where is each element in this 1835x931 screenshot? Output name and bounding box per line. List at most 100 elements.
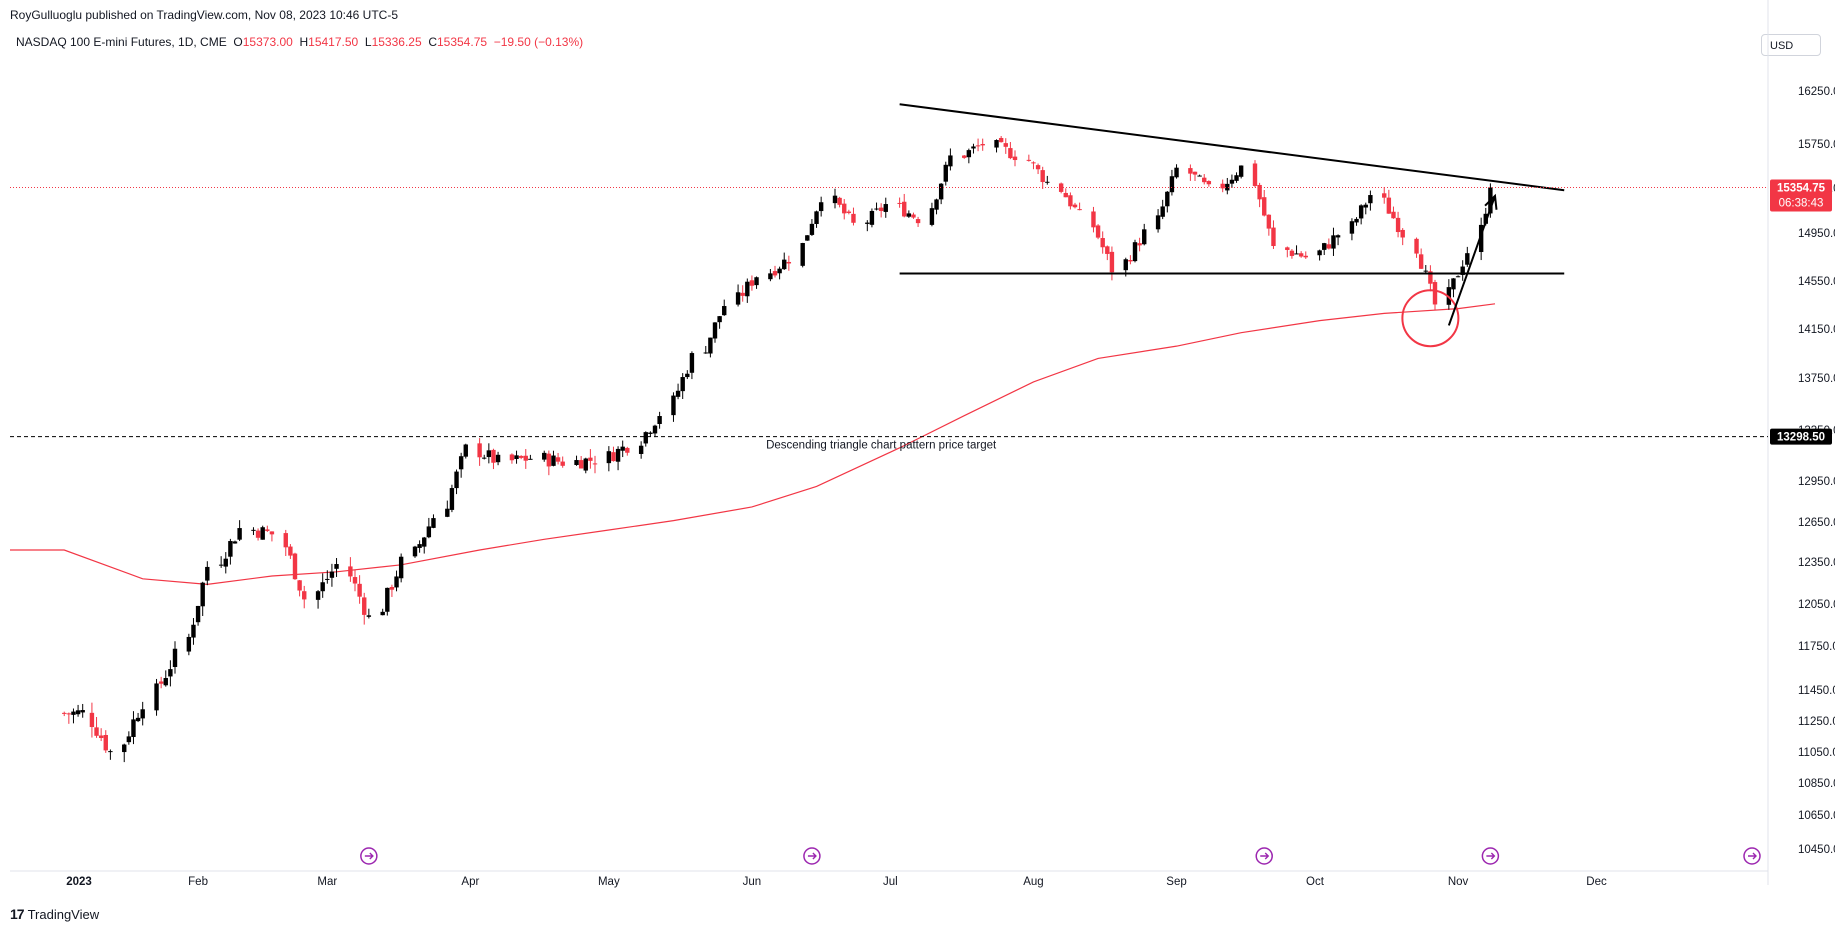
candle-body: [735, 292, 741, 305]
candle-body: [71, 711, 76, 715]
candle-body: [878, 207, 884, 212]
candle-body: [1192, 171, 1198, 175]
candle-body: [611, 452, 616, 462]
x-tick-label: Apr: [461, 876, 479, 888]
candle-body: [1123, 259, 1128, 271]
candle-body: [398, 556, 404, 579]
candle-body: [232, 541, 238, 544]
candle-body: [1174, 167, 1179, 178]
candle-body: [122, 744, 127, 753]
candle-body: [1455, 276, 1461, 278]
candle-body: [814, 211, 819, 224]
candle-body: [1358, 205, 1364, 219]
event-arrow-icon: [364, 852, 374, 860]
candle-body: [366, 615, 372, 617]
candle-body: [1451, 278, 1456, 290]
candle-body: [523, 455, 528, 461]
candle-body: [1137, 243, 1142, 246]
candle-body: [449, 488, 455, 510]
candle-body: [1368, 195, 1373, 204]
candle-body: [846, 211, 852, 213]
candle-body: [722, 306, 727, 316]
candle-body: [542, 452, 547, 460]
candle-body: [126, 736, 132, 743]
candle-body: [745, 281, 750, 297]
candle-body: [1331, 235, 1336, 249]
candle-body: [998, 137, 1004, 143]
currency-selector[interactable]: USD: [1761, 34, 1821, 56]
candle-body: [1262, 197, 1267, 216]
candle-body: [348, 566, 353, 577]
candle-body: [89, 712, 95, 728]
candle-body: [66, 713, 72, 715]
candle-body: [800, 243, 805, 266]
candle-body: [482, 457, 487, 459]
candle-body: [320, 582, 325, 592]
candle-body: [782, 259, 787, 270]
candle-body: [514, 455, 519, 460]
candle-body: [1003, 143, 1008, 147]
candle-body: [495, 454, 501, 463]
candle-body: [509, 454, 515, 461]
candle-body: [158, 681, 164, 684]
y-tick-label: 11450.00: [1798, 685, 1835, 697]
candle-body: [1418, 254, 1424, 269]
x-tick-label: Jul: [883, 876, 898, 888]
candle-body: [394, 576, 399, 588]
candle-body: [477, 443, 482, 458]
candle-body: [329, 571, 335, 578]
candle-body: [551, 455, 556, 466]
candle-body: [680, 377, 685, 392]
candle-body: [1298, 253, 1304, 257]
candle-body: [657, 416, 662, 424]
candle-body: [75, 710, 81, 715]
ma-line: [10, 303, 1496, 586]
resistance-trendline: [899, 103, 1565, 192]
candle-body: [837, 197, 842, 205]
x-tick-label: Sep: [1166, 876, 1186, 888]
low-label: L: [364, 35, 372, 49]
candle-body: [994, 140, 999, 148]
candle-body: [818, 202, 824, 212]
symbol-legend: NASDAQ 100 E-mini Futures, 1D, CME O1537…: [16, 35, 583, 49]
candle-body: [772, 271, 778, 276]
y-tick-label: 12050.00: [1798, 599, 1835, 611]
candle-body: [1008, 148, 1013, 159]
drawings-layer: Descending triangle chart pattern price …: [10, 103, 1768, 452]
candle-body: [1465, 253, 1470, 265]
candle-body: [883, 204, 888, 212]
candle-body: [1128, 260, 1133, 262]
change-value: −19.50 (−0.13%): [493, 35, 584, 49]
candle-body: [703, 352, 708, 354]
high-value: 15417.50: [308, 35, 359, 49]
tradingview-logo-icon: 17: [10, 906, 25, 922]
candle-body: [777, 268, 782, 274]
candle-body: [805, 235, 810, 241]
x-tick-label: 2023: [66, 876, 92, 888]
candle-body: [1026, 159, 1032, 161]
candle-body: [638, 445, 644, 454]
candle-body: [962, 155, 967, 158]
candle-body: [1460, 266, 1465, 275]
candle-body: [445, 508, 450, 517]
candle-body: [929, 208, 935, 225]
candle-body: [1091, 211, 1096, 228]
current-price-label: 15354.75: [1777, 182, 1826, 194]
close-label: C: [428, 35, 437, 49]
candle-body: [625, 447, 630, 453]
candle-body: [865, 222, 870, 224]
candle-body: [131, 719, 136, 738]
candle-body: [168, 669, 173, 677]
candle-body: [1432, 282, 1438, 305]
candle-body: [975, 145, 981, 147]
candle-body: [491, 449, 496, 463]
y-tick-label: 14150.00: [1798, 324, 1835, 336]
candle-body: [1206, 181, 1212, 185]
candle-body: [205, 566, 210, 581]
candle-body: [1063, 192, 1068, 198]
candle-body: [1165, 191, 1170, 207]
candle-body: [1169, 176, 1175, 193]
candle-body: [842, 203, 847, 214]
candle-body: [768, 273, 773, 280]
